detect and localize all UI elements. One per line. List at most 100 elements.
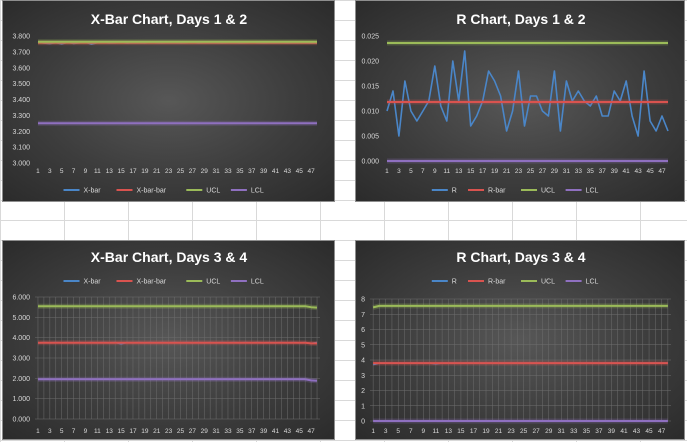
chart-title: R Chart, Days 3 & 4	[456, 249, 585, 265]
x-tick-label: 17	[129, 168, 137, 175]
x-tick-label: 9	[433, 168, 437, 175]
chart-title: X-Bar Chart, Days 3 & 4	[91, 249, 248, 265]
legend-label-ucl: UCL	[206, 188, 220, 195]
y-tick-label: 6.000	[12, 295, 30, 302]
x-tick-label: 27	[189, 168, 197, 175]
y-tick-label: 3.200	[12, 129, 30, 136]
legend-label-x-bar-bar: X-bar-bar	[137, 188, 167, 195]
x-tick-label: 29	[551, 168, 559, 175]
x-tick-label: 3	[384, 428, 388, 435]
x-tick-label: 39	[260, 428, 268, 435]
y-tick-label: 0	[361, 419, 365, 426]
x-tick-label: 41	[623, 168, 631, 175]
legend-label-lcl: LCL	[251, 279, 264, 286]
y-tick-label: 1	[361, 403, 365, 410]
x-tick-label: 43	[634, 168, 642, 175]
x-tick-label: 39	[260, 168, 268, 175]
x-tick-label: 15	[467, 168, 475, 175]
x-tick-label: 1	[385, 168, 389, 175]
x-tick-label: 29	[201, 428, 209, 435]
x-tick-label: 45	[646, 168, 654, 175]
y-tick-label: 1.000	[12, 396, 30, 403]
x-tick-label: 33	[575, 168, 583, 175]
x-tick-label: 35	[236, 168, 244, 175]
x-tick-label: 41	[272, 428, 280, 435]
x-tick-label: 11	[432, 428, 439, 435]
xbar-chart-days-3-4-svg: X-Bar Chart, Days 3 & 4 0.000 1.000 2.000 3.…	[12, 249, 320, 435]
x-tick-label: 33	[570, 428, 578, 435]
x-tick-label: 41	[272, 168, 280, 175]
y-tick-label: 3.000	[12, 356, 30, 363]
y-tick-label: 3.600	[12, 65, 30, 72]
x-tick-label: 25	[527, 168, 535, 175]
x-tick-label: 47	[307, 168, 315, 175]
x-tick-label: 33	[224, 168, 232, 175]
x-tick-label: 7	[72, 168, 76, 175]
x-tick-label: 47	[658, 168, 666, 175]
y-tick-label: 3.000	[12, 161, 30, 168]
x-tick-label: 23	[515, 168, 523, 175]
legend-label-r-bar: R-bar	[488, 279, 506, 286]
r-chart-days-3-4[interactable]: R Chart, Days 3 & 4 0 1 2 3 4 5 6 7 8 1 3 5 7 9 11 13 15 1…	[355, 240, 685, 440]
x-tick-label: 19	[482, 428, 490, 435]
legend-label-lcl: LCL	[586, 188, 599, 195]
legend-label-lcl: LCL	[586, 279, 599, 286]
r-chart-days-1-2-svg: R Chart, Days 1 & 2 0.000 0.005 0.010 0.015 0…	[361, 11, 669, 195]
x-tick-label: 45	[645, 428, 653, 435]
x-tick-label: 35	[583, 428, 591, 435]
legend-label-r: R	[452, 188, 457, 195]
y-tick-label: 4	[361, 358, 365, 365]
series-line-r	[386, 50, 669, 137]
x-tick-label: 19	[491, 168, 499, 175]
legend-label-r: R	[452, 279, 457, 286]
x-tick-label: 21	[495, 428, 503, 435]
x-tick-label: 5	[60, 168, 64, 175]
chart-title: X-Bar Chart, Days 1 & 2	[91, 11, 248, 27]
y-tick-label: 0.015	[361, 84, 379, 91]
y-tick-label: 3.700	[12, 49, 30, 56]
y-tick-label: 7	[361, 312, 365, 319]
xbar-chart-days-3-4[interactable]: X-Bar Chart, Days 3 & 4 0.000 1.000 2.000 3.…	[2, 240, 335, 440]
y-tick-label: 5.000	[12, 315, 30, 322]
x-tick-label: 35	[236, 428, 244, 435]
x-tick-label: 45	[296, 428, 304, 435]
x-tick-label: 17	[479, 168, 487, 175]
y-tick-label: 2.000	[12, 376, 30, 383]
y-tick-label: 0.000	[12, 417, 30, 424]
x-tick-label: 25	[177, 168, 185, 175]
xbar-chart-days-1-2-svg: X-Bar Chart, Days 1 & 2 3.000 3.100 3.200 3.…	[12, 11, 318, 195]
x-tick-label: 5	[409, 168, 413, 175]
x-tick-label: 29	[545, 428, 553, 435]
x-tick-label: 43	[633, 428, 641, 435]
x-tick-label: 3	[48, 168, 52, 175]
xbar-chart-days-1-2[interactable]: X-Bar Chart, Days 1 & 2 3.000 3.100 3.200 3.…	[2, 0, 335, 202]
x-tick-label: 13	[445, 428, 453, 435]
x-tick-label: 1	[36, 428, 40, 435]
x-tick-label: 25	[177, 428, 185, 435]
x-tick-label: 1	[36, 168, 40, 175]
x-tick-label: 21	[153, 168, 161, 175]
legend-label-lcl: LCL	[251, 188, 264, 195]
x-tick-label: 1	[371, 428, 375, 435]
x-tick-label: 15	[117, 428, 125, 435]
x-tick-label: 23	[165, 168, 173, 175]
y-tick-label: 0.000	[361, 159, 379, 166]
y-tick-label: 6	[361, 327, 365, 334]
x-tick-label: 23	[165, 428, 173, 435]
legend-label-ucl: UCL	[541, 188, 555, 195]
x-tick-label: 31	[212, 428, 220, 435]
x-tick-label: 11	[443, 168, 450, 175]
series-line-lcl	[38, 378, 318, 382]
y-tick-label: 3	[361, 373, 365, 380]
r-chart-days-1-2[interactable]: R Chart, Days 1 & 2 0.000 0.005 0.010 0.015 0…	[355, 0, 685, 202]
x-tick-label: 43	[284, 428, 292, 435]
x-tick-label: 31	[563, 168, 571, 175]
y-tick-label: 2	[361, 388, 365, 395]
x-tick-label: 7	[72, 428, 76, 435]
x-tick-label: 13	[455, 168, 463, 175]
y-tick-label: 0.005	[361, 134, 379, 141]
x-tick-label: 11	[94, 168, 101, 175]
y-tick-label: 3.500	[12, 81, 30, 88]
y-tick-label: 5	[361, 342, 365, 349]
x-tick-label: 3	[397, 168, 401, 175]
